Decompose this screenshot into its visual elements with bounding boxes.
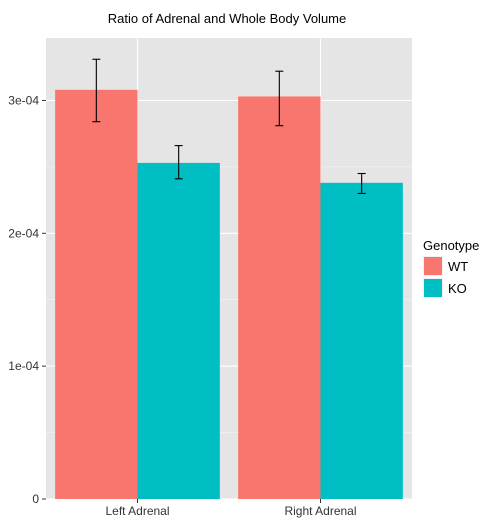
legend-swatch-ko	[424, 279, 442, 297]
y-tick-label: 0	[32, 492, 39, 506]
legend-title: Genotype	[423, 238, 479, 253]
error-bar	[92, 58, 101, 123]
error-bar	[357, 172, 366, 194]
error-bar	[174, 145, 183, 180]
x-tick-label: Left Adrenal	[105, 504, 169, 518]
bar-ko-1	[137, 162, 220, 500]
legend-swatch-wt	[424, 257, 442, 275]
y-tick-label: 3e-04	[8, 93, 39, 107]
error-bar	[275, 70, 284, 127]
bars	[55, 89, 403, 500]
y-tick-label: 2e-04	[8, 226, 39, 240]
y-axis: 0 1e-04 2e-04 3e-04	[8, 93, 46, 506]
legend-label-wt: WT	[448, 259, 468, 274]
chart-title: Ratio of Adrenal and Whole Body Volume	[108, 11, 346, 26]
bar-ko-2	[320, 182, 403, 499]
bar-wt-2	[238, 96, 321, 500]
error-bars	[92, 58, 366, 194]
y-tick-label: 1e-04	[8, 359, 39, 373]
legend: Genotype WT KO	[423, 238, 479, 298]
x-axis: Left Adrenal Right Adrenal	[105, 499, 357, 518]
legend-label-ko: KO	[448, 281, 467, 296]
x-tick-label: Right Adrenal	[284, 504, 356, 518]
bar-wt-1	[55, 89, 138, 499]
